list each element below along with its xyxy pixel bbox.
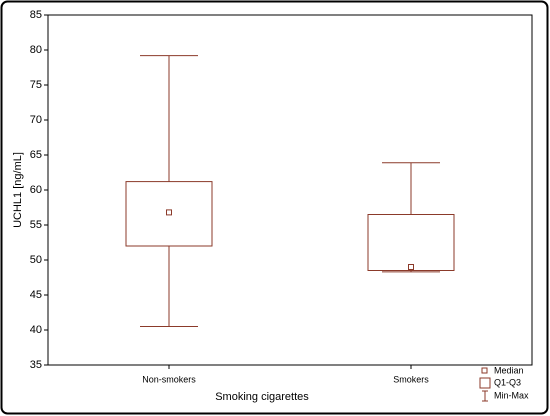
y-tick-label: 35 <box>30 359 42 371</box>
median-marker <box>166 209 172 216</box>
box <box>125 181 213 247</box>
x-tick-label: Smokers <box>393 374 429 384</box>
y-tick-label: 40 <box>30 324 42 336</box>
legend-median-icon <box>481 367 488 374</box>
x-axis-label: Smoking cigarettes <box>215 391 309 403</box>
legend-label: Q1-Q3 <box>494 377 521 387</box>
legend-label: Min-Max <box>494 390 529 400</box>
box <box>367 214 455 271</box>
y-tick-label: 65 <box>30 149 42 161</box>
y-tick-label: 70 <box>30 114 42 126</box>
y-tick-label: 80 <box>30 44 42 56</box>
legend-box-icon <box>479 377 491 389</box>
y-tick-label: 75 <box>30 79 42 91</box>
y-axis-label: UCHL1 [ng/mL] <box>12 152 24 228</box>
y-tick-label: 55 <box>30 219 42 231</box>
y-tick-label: 45 <box>30 289 42 301</box>
y-tick-label: 50 <box>30 254 42 266</box>
x-tick-label: Non-smokers <box>142 374 196 384</box>
y-tick-label: 60 <box>30 184 42 196</box>
median-marker <box>408 264 414 270</box>
legend-label: Median <box>494 365 524 375</box>
y-tick-label: 85 <box>30 9 42 21</box>
